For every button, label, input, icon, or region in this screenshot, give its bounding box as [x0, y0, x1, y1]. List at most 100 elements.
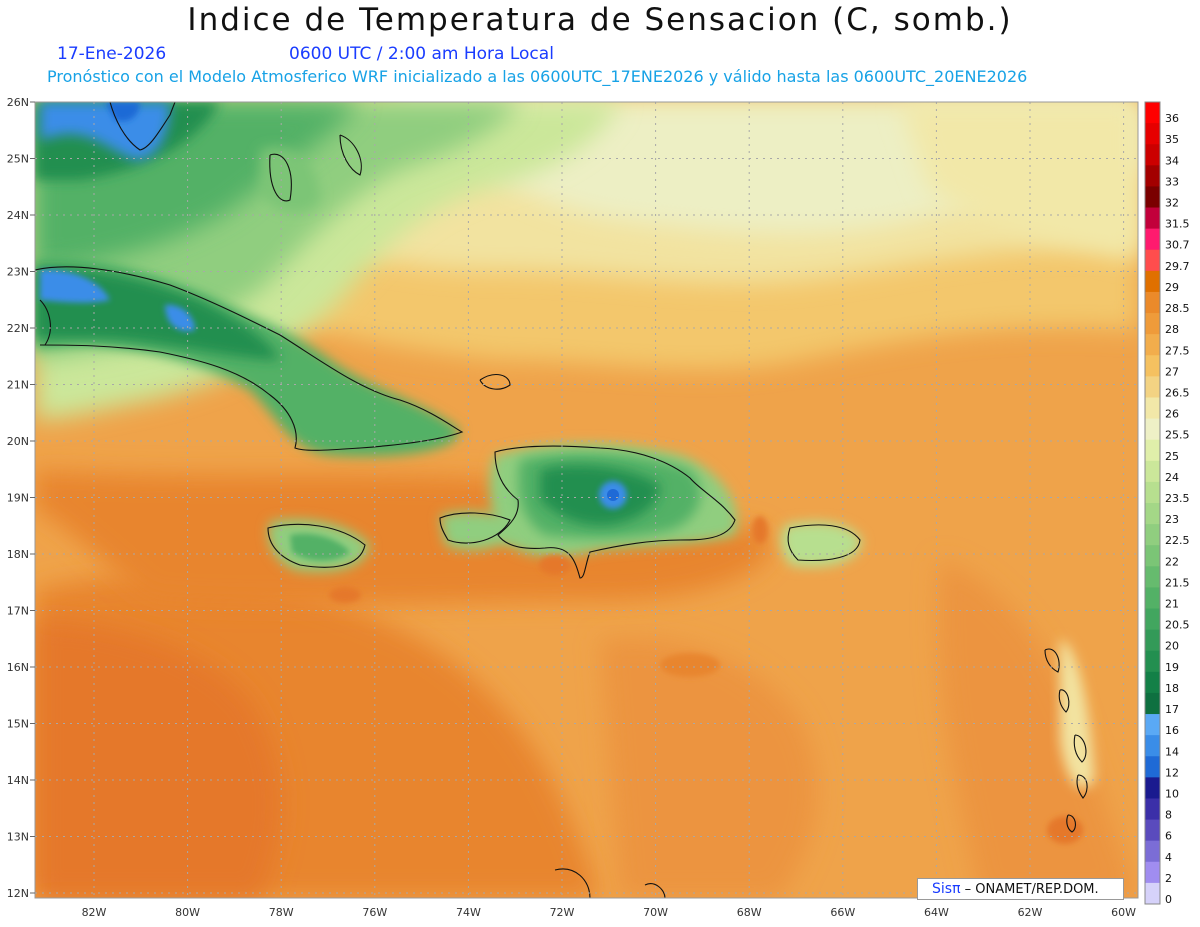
colorbar-label: 6: [1165, 830, 1172, 843]
colorbar-swatch: [1145, 270, 1160, 293]
colorbar-frame: [1144, 101, 1161, 905]
colorbar-label: 25.5: [1165, 429, 1190, 442]
colorbar-swatch: [1145, 777, 1160, 799]
latitude-label: 23N: [7, 266, 29, 279]
colorbar-swatch: [1145, 798, 1160, 821]
longitude-label: 60W: [1111, 906, 1136, 919]
longitude-label: 80W: [175, 906, 200, 919]
colorbar-label: 22: [1165, 555, 1179, 568]
latitude-label: 17N: [7, 605, 29, 618]
longitude-axis: 82W 80W 78W 76W 74W 72W 70W 68W 66W 64W 62W 60W: [82, 906, 1137, 919]
colorbar-swatch: [1145, 207, 1160, 230]
credit-org: – ONAMET/REP.DOM.: [964, 882, 1099, 897]
colorbar-swatch: [1145, 313, 1160, 335]
colorbar-swatch: [1145, 460, 1160, 483]
colorbar-label: 26.5: [1165, 386, 1190, 399]
model-info: Pronóstico con el Modelo Atmosferico WRF…: [47, 67, 1028, 86]
colorbar-swatch: [1145, 629, 1160, 652]
colorbar-swatch: [1145, 861, 1160, 884]
colorbar-label: 27.5: [1165, 344, 1190, 357]
latitude-label: 22N: [7, 322, 29, 335]
longitude-label: 78W: [269, 906, 294, 919]
latitude-label: 12N: [7, 887, 29, 900]
colorbar-swatch: [1145, 608, 1160, 631]
colorbar-label: 16: [1165, 724, 1179, 737]
longitude-label: 76W: [362, 906, 387, 919]
colorbar-swatch: [1145, 840, 1160, 863]
colorbar-label: 19: [1165, 661, 1179, 674]
map-frame: [34, 101, 1139, 899]
longitude-label: 64W: [924, 906, 949, 919]
map-title: Indice de Temperatura de Sensacion (C, s…: [187, 2, 1013, 38]
longitude-label: 66W: [830, 906, 855, 919]
latitude-label: 14N: [7, 774, 29, 787]
colorbar-label: 27: [1165, 365, 1179, 378]
brand-logo: Sisπ: [932, 881, 961, 897]
colorbar-label: 0: [1165, 893, 1172, 906]
colorbar-label: 23.5: [1165, 492, 1190, 505]
latitude-axis: 26N 25N 24N 23N 22N 21N 20N 19N 18N 17N 16N 15N 14N 1…: [7, 96, 35, 900]
colorbar-label: 10: [1165, 787, 1179, 800]
colorbar-swatch: [1145, 503, 1160, 525]
colorbar-label: 33: [1165, 175, 1179, 188]
gridlines: [35, 102, 1138, 898]
colorbar: 363534333231.530.729.72928.52827.52726.5…: [1144, 101, 1190, 906]
colorbar-label: 20: [1165, 640, 1179, 653]
colorbar-label: 29: [1165, 281, 1179, 294]
latitude-label: 21N: [7, 379, 29, 392]
colorbar-swatch: [1145, 376, 1160, 398]
colorbar-label: 32: [1165, 197, 1179, 210]
longitude-label: 82W: [82, 906, 107, 919]
colorbar-label: 17: [1165, 703, 1179, 716]
longitude-label: 72W: [550, 906, 575, 919]
latitude-label: 26N: [7, 96, 29, 109]
colorbar-swatch: [1145, 102, 1160, 124]
colorbar-label: 23: [1165, 513, 1179, 526]
longitude-label: 74W: [456, 906, 481, 919]
colorbar-label: 20.5: [1165, 619, 1190, 632]
colorbar-swatch: [1145, 334, 1160, 356]
latitude-label: 24N: [7, 209, 29, 222]
colorbar-swatch: [1145, 714, 1160, 736]
colorbar-label: 36: [1165, 112, 1179, 125]
colorbar-label: 28.5: [1165, 302, 1190, 315]
colorbar-label: 18: [1165, 682, 1179, 695]
colorbar-label: 21.5: [1165, 576, 1190, 589]
longitude-label: 68W: [737, 906, 762, 919]
forecast-date: 17-Ene-2026: [57, 44, 167, 64]
colorbar-swatch: [1145, 545, 1160, 567]
colorbar-label: 31.5: [1165, 218, 1190, 231]
longitude-label: 70W: [643, 906, 668, 919]
colorbar-swatch: [1145, 228, 1160, 251]
colorbar-swatch: [1145, 735, 1160, 757]
colorbar-label: 28: [1165, 323, 1179, 336]
colorbar-swatch: [1145, 144, 1160, 166]
colorbar-label: 24: [1165, 471, 1179, 484]
latitude-label: 16N: [7, 661, 29, 674]
colorbar-label: 22.5: [1165, 534, 1190, 547]
colorbar-swatch: [1145, 397, 1160, 420]
latitude-label: 13N: [7, 831, 29, 844]
colorbar-swatch: [1145, 587, 1160, 610]
colorbar-label: 12: [1165, 766, 1179, 779]
colorbar-swatch: [1145, 418, 1160, 441]
colorbar-label: 8: [1165, 809, 1172, 822]
latitude-label: 20N: [7, 435, 29, 448]
colorbar-swatch: [1145, 123, 1160, 145]
colorbar-label: 25: [1165, 450, 1179, 463]
colorbar-label: 30.7: [1165, 239, 1190, 252]
colorbar-swatch: [1145, 566, 1160, 588]
colorbar-swatch: [1145, 819, 1160, 842]
credit-box: Sisπ – ONAMET/REP.DOM.: [917, 878, 1124, 900]
colorbar-label: 2: [1165, 872, 1172, 885]
colorbar-label: 14: [1165, 745, 1179, 758]
longitude-label: 62W: [1018, 906, 1043, 919]
latitude-label: 25N: [7, 153, 29, 166]
colorbar-swatch: [1145, 186, 1160, 209]
colorbar-swatch: [1145, 165, 1160, 187]
colorbar-swatch: [1145, 291, 1160, 314]
colorbar-label: 34: [1165, 154, 1179, 167]
colorbar-label: 26: [1165, 408, 1179, 421]
colorbar-swatch: [1145, 524, 1160, 546]
